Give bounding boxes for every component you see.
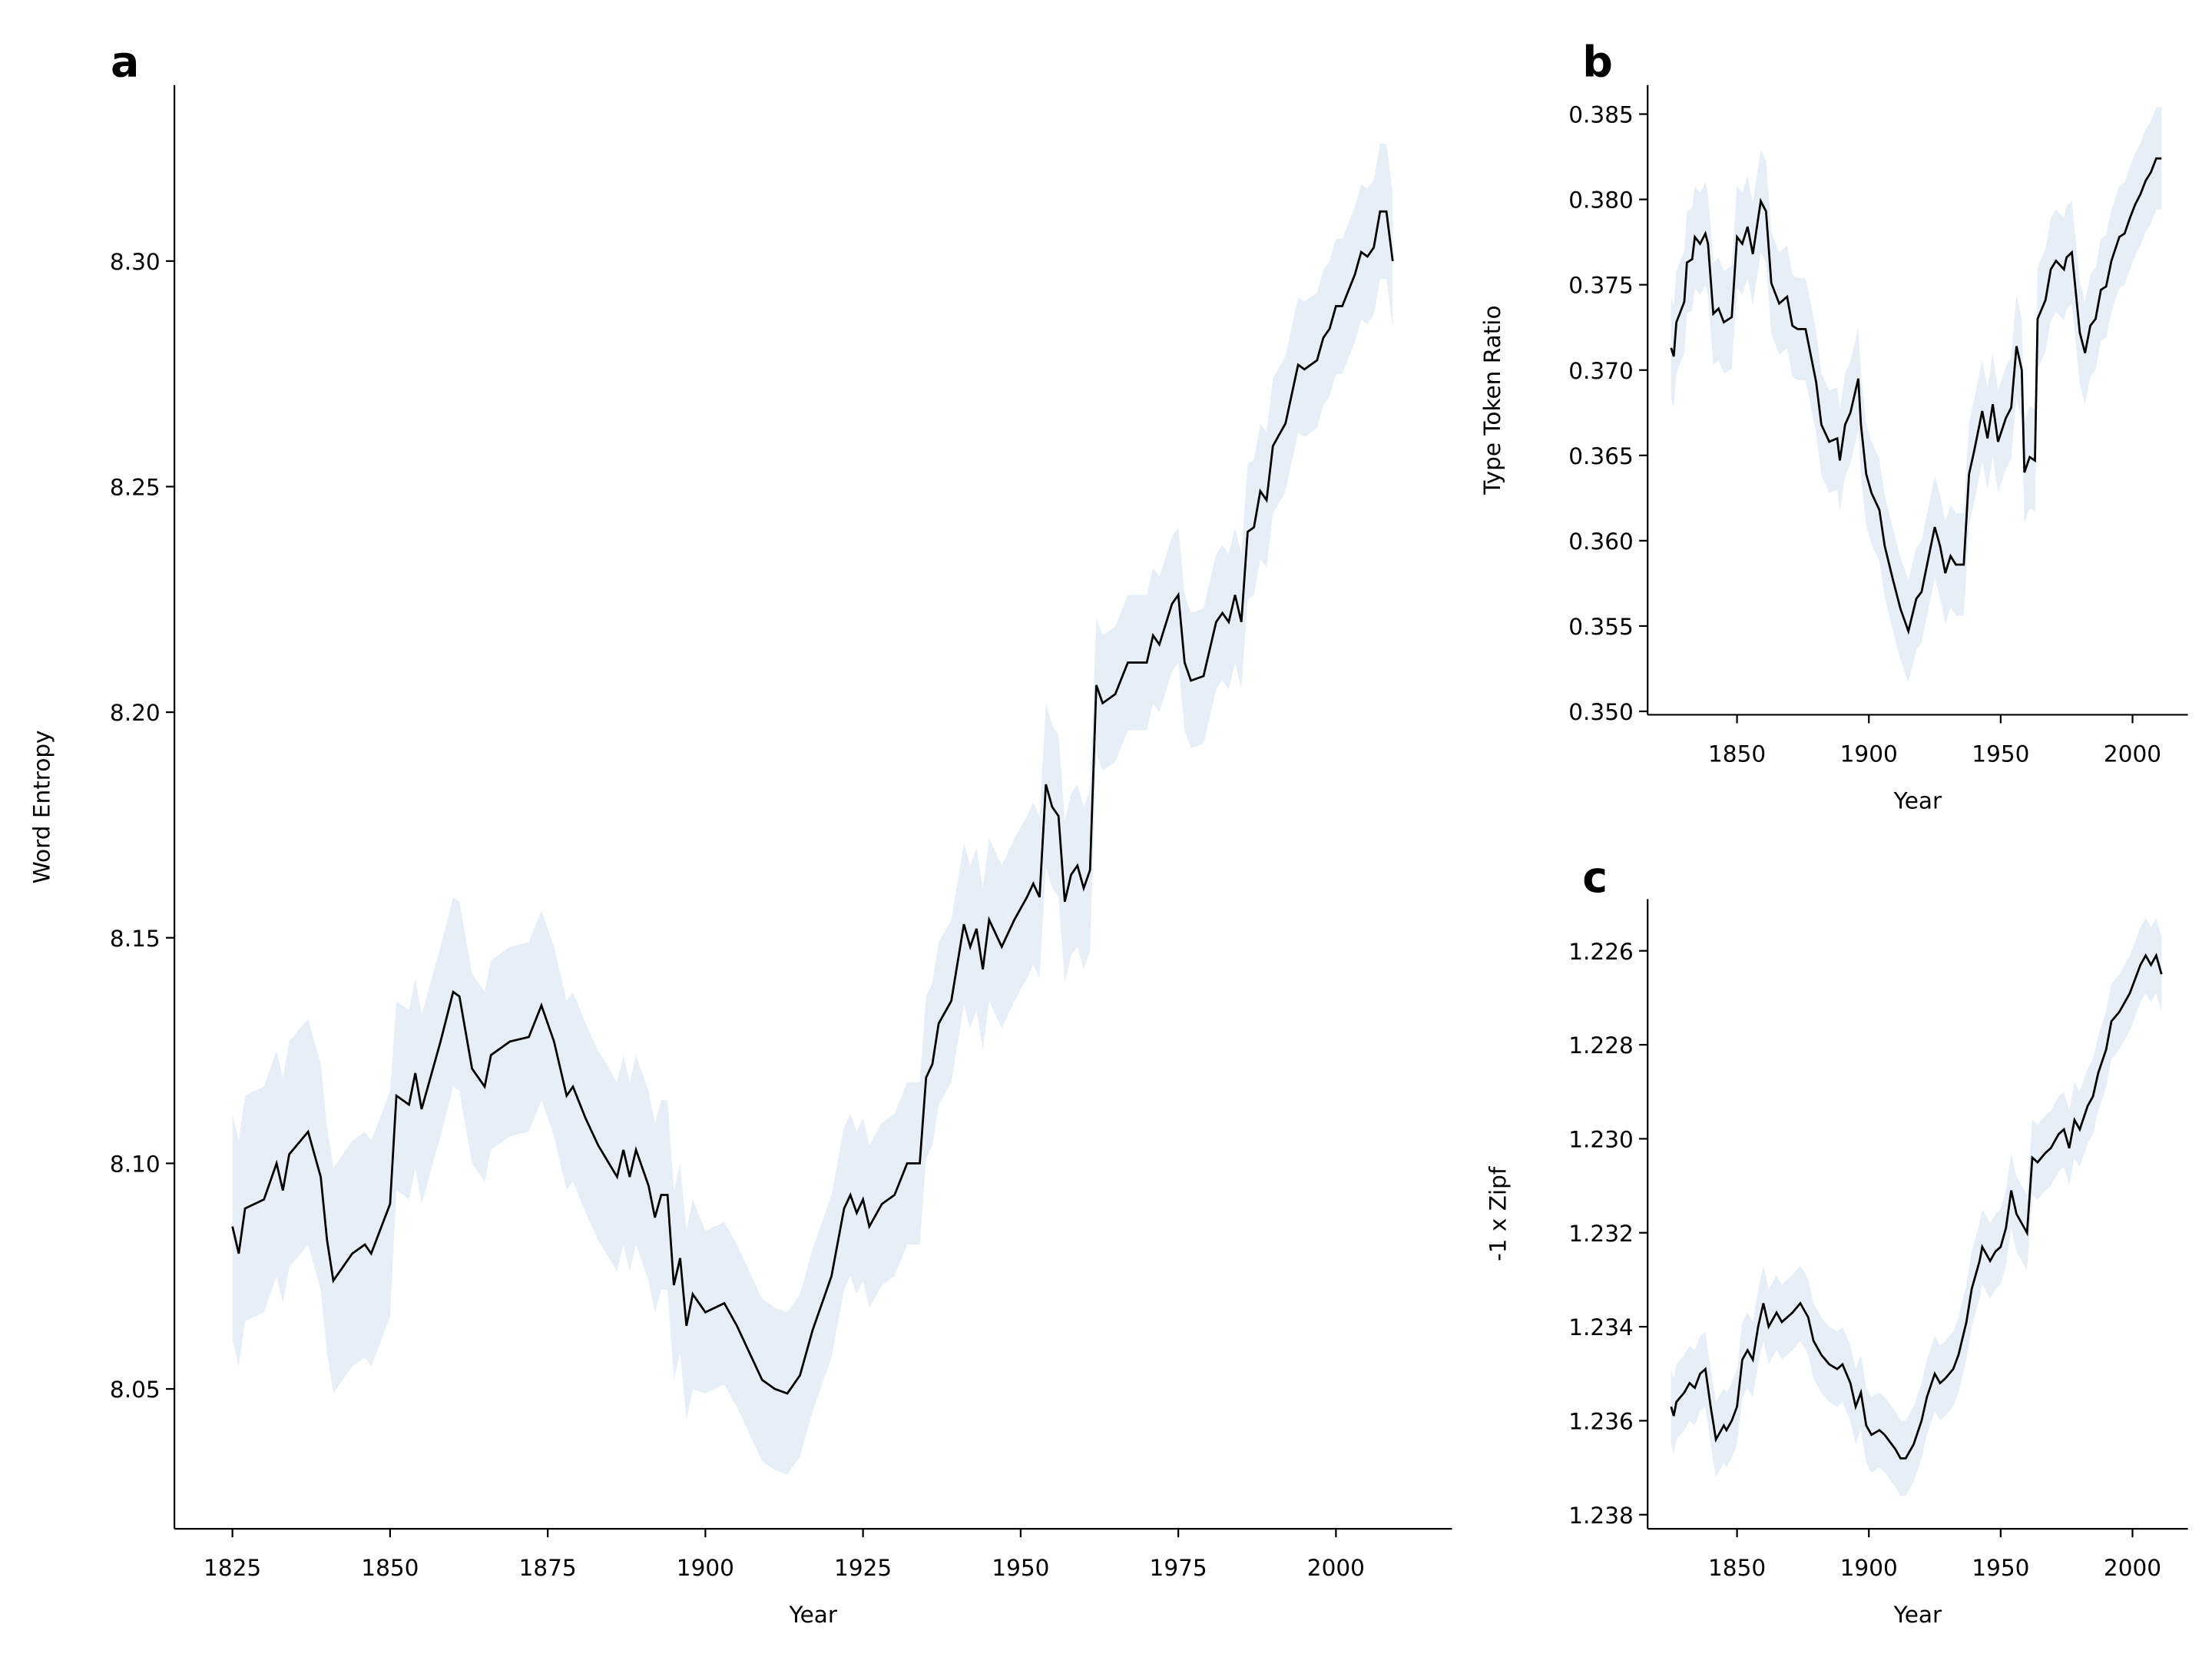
panel: 0.350 0.355 0.360 0.365 0.370 0.375 0.380 0.385…	[1479, 38, 2188, 814]
y-tick-label: 1.226	[1568, 939, 1634, 965]
y-tick-label: 0.385	[1568, 102, 1634, 128]
y-tick-label: 8.20	[110, 700, 161, 726]
y-tick-label: 0.380	[1568, 187, 1634, 214]
x-tick-label: 1925	[834, 1555, 892, 1581]
x-tick-label: 1950	[992, 1555, 1049, 1581]
x-tick-label: 1950	[1972, 1555, 2029, 1581]
x-tick-label: 1950	[1972, 741, 2029, 767]
y-tick-label: 8.30	[110, 249, 161, 275]
panel: 1.226 1.228 1.230 1.232 1.234 1.236 1.238 1850 1…	[1485, 853, 2188, 1628]
x-tick-label: 1850	[1708, 741, 1766, 767]
confidence-band	[232, 144, 1393, 1475]
panel: 8.05 8.10 8.15 8.20 8.25 8.30 1825 1850 1875 1900…	[29, 38, 1452, 1628]
x-tick-label: 2000	[2104, 741, 2161, 767]
y-tick-label: 8.15	[110, 926, 161, 952]
x-axis-label: Year	[1893, 1602, 1942, 1628]
x-tick-label: 1900	[1840, 741, 1898, 767]
y-tick-label: 0.355	[1568, 614, 1634, 640]
y-tick-label: 0.370	[1568, 358, 1634, 384]
y-tick-label: 1.232	[1568, 1221, 1634, 1247]
x-tick-label: 1900	[677, 1555, 734, 1581]
y-tick-label: 0.360	[1568, 529, 1634, 555]
data-line	[1670, 953, 2163, 1460]
y-tick-label: 1.238	[1568, 1503, 1634, 1529]
y-tick-label: 8.10	[110, 1151, 161, 1177]
y-tick-label: 1.236	[1568, 1408, 1634, 1434]
x-tick-label: 1850	[1708, 1555, 1766, 1581]
y-tick-label: 1.234	[1568, 1314, 1634, 1341]
x-tick-label: 2000	[2104, 1555, 2161, 1581]
y-tick-label: 0.350	[1568, 699, 1634, 725]
x-tick-label: 1975	[1150, 1555, 1207, 1581]
panel-letter: b	[1582, 38, 1613, 88]
y-tick-label: 0.365	[1568, 443, 1634, 469]
x-axis-label: Year	[789, 1602, 838, 1628]
y-tick-label: 1.228	[1568, 1032, 1634, 1059]
x-axis-label: Year	[1893, 787, 1942, 814]
x-tick-label: 1825	[204, 1555, 261, 1581]
y-tick-label: 0.375	[1568, 273, 1634, 299]
panel-letter: a	[111, 38, 139, 88]
y-tick-label: 1.230	[1568, 1126, 1634, 1152]
data-line	[231, 210, 1394, 1395]
confidence-band	[1671, 107, 2162, 683]
x-tick-label: 2000	[1307, 1555, 1365, 1581]
y-tick-label: 8.05	[110, 1377, 161, 1403]
panel-letter: c	[1582, 853, 1608, 903]
y-axis-label: Type Token Ratio	[1479, 305, 1505, 495]
x-tick-label: 1875	[519, 1555, 577, 1581]
x-tick-label: 1900	[1840, 1555, 1898, 1581]
data-line	[1670, 157, 2162, 635]
y-axis-label: -1 x Zipf	[1485, 1166, 1512, 1261]
confidence-band	[1671, 917, 2162, 1496]
y-tick-label: 8.25	[110, 475, 161, 501]
x-tick-label: 1850	[361, 1555, 419, 1581]
y-axis-label: Word Entropy	[29, 730, 55, 883]
